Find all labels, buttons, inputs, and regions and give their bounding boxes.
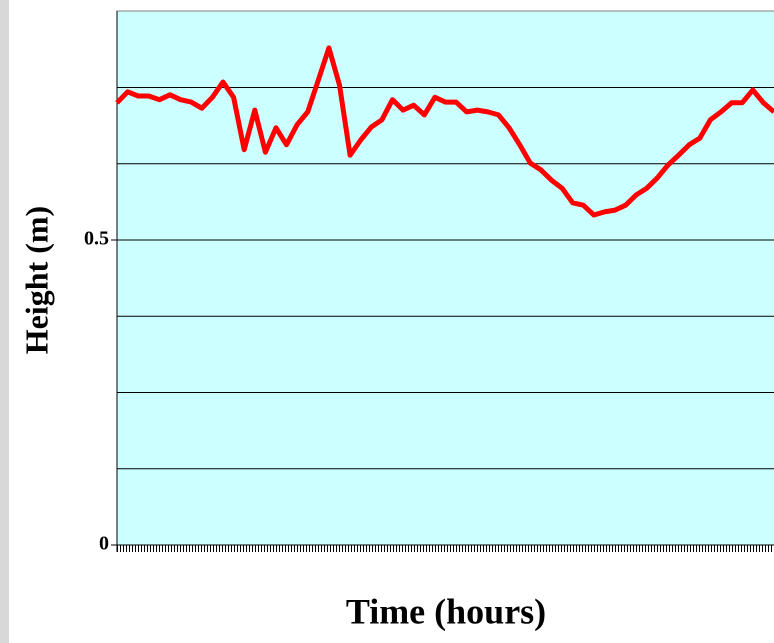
y-tick-label: 0 <box>99 533 109 555</box>
y-tick-label: 0.5 <box>84 228 109 250</box>
data-line <box>115 45 774 218</box>
y-axis-title: Height (m) <box>18 206 54 354</box>
x-axis-title: Time (hours) <box>346 591 546 631</box>
x-minor-ticks <box>117 545 774 552</box>
window-edge <box>0 0 9 643</box>
